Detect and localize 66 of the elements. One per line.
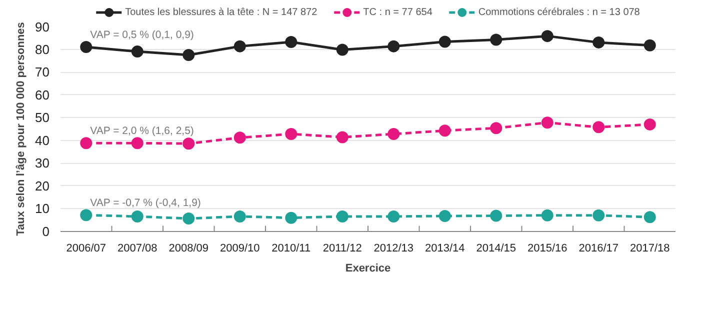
point: [438, 36, 451, 48]
y-tick-label: 10: [35, 201, 50, 216]
annotation: VAP = 2,0 % (1,6, 2,5): [90, 125, 194, 138]
point: [541, 116, 554, 129]
point: [336, 44, 348, 56]
point: [131, 137, 144, 150]
point: [80, 209, 92, 222]
point: [592, 121, 605, 134]
y-tick-label: 0: [42, 224, 50, 239]
y-tick-label: 30: [35, 156, 50, 171]
y-tick-label: 60: [35, 87, 50, 102]
point: [285, 212, 298, 224]
legend-label: TC : n = 77 654: [363, 6, 432, 18]
x-tick-label: 2011/12: [322, 242, 362, 254]
point: [131, 46, 144, 58]
point: [388, 40, 400, 52]
x-tick-label: 2015/16: [527, 242, 568, 254]
x-axis-title: Exercice: [345, 262, 391, 274]
point: [592, 36, 605, 48]
x-tick-label: 2014/15: [476, 242, 516, 254]
point: [80, 41, 92, 53]
point: [490, 122, 502, 134]
point: [234, 40, 246, 52]
x-tick-label: 2007/08: [117, 242, 158, 254]
point: [541, 209, 554, 222]
point: [182, 48, 195, 61]
point: [234, 210, 246, 222]
point: [131, 210, 144, 222]
y-tick-label: 90: [35, 20, 50, 34]
x-tick-label: 2012/13: [374, 242, 414, 254]
y-tick-label: 20: [35, 178, 50, 194]
x-tick-label: 2016/17: [578, 242, 619, 254]
point: [285, 128, 298, 140]
y-tick-label: 80: [35, 42, 50, 57]
annotation: VAP = 0,5 % (0,1, 0,9): [90, 29, 194, 41]
y-axis-title: Taux selon l’âge pour 100 000 personnes: [15, 22, 28, 236]
annotation: VAP = -0,7 % (-0,4, 1,9): [90, 197, 201, 210]
point: [336, 131, 348, 144]
point: [438, 210, 451, 222]
point: [80, 137, 92, 150]
point: [644, 211, 656, 224]
legend-label: Commotions cérébrales : n = 13 078: [478, 6, 640, 18]
point: [644, 39, 656, 52]
x-tick-label: 2008/09: [168, 242, 209, 254]
point: [234, 132, 246, 144]
point: [336, 210, 348, 222]
x-tick-label: 2013/14: [424, 242, 465, 254]
y-tick-label: 70: [35, 64, 50, 80]
point: [182, 212, 195, 225]
y-tick-label: 40: [35, 132, 50, 148]
legend-label: Toutes les blessures à la tête : N = 147 872: [125, 6, 318, 18]
y-tick-label: 50: [35, 110, 50, 126]
point: [541, 30, 554, 42]
point: [490, 34, 502, 46]
point: [388, 210, 400, 222]
x-tick-label: 2017/18: [630, 242, 670, 254]
x-tick-label: 2006/07: [66, 242, 106, 254]
point: [644, 118, 656, 130]
point: [388, 128, 400, 140]
point: [438, 124, 451, 137]
point: [285, 36, 298, 48]
point: [592, 209, 605, 222]
x-tick-label: 2010/11: [272, 242, 311, 254]
point: [182, 138, 195, 150]
x-tick-label: 2009/10: [220, 242, 260, 254]
point: [490, 210, 502, 222]
